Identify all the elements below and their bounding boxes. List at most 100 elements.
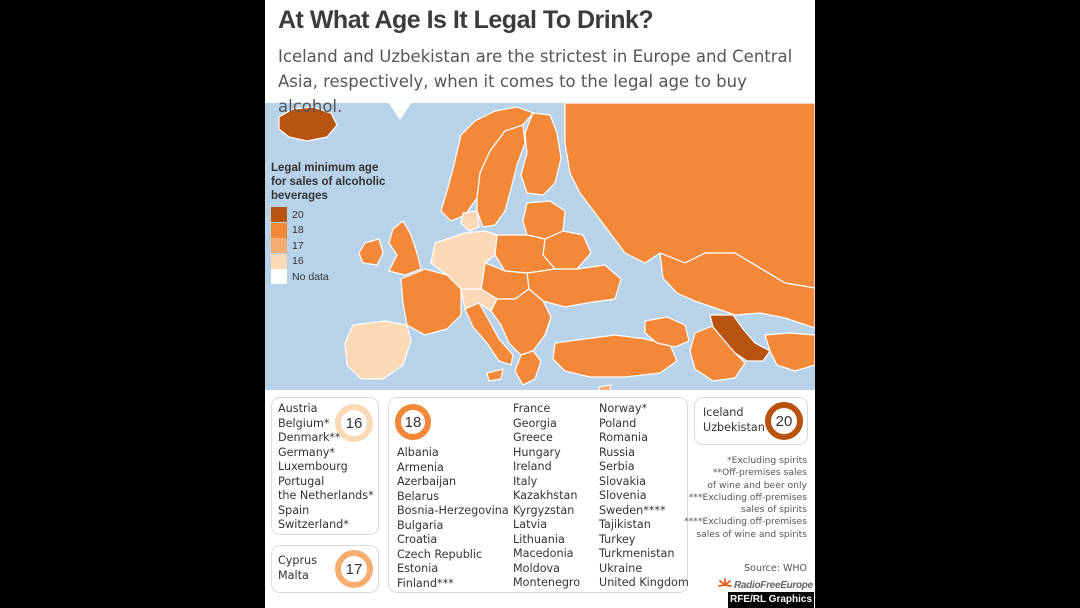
list-item: Hungary <box>513 445 561 459</box>
list-item: Iceland <box>703 406 744 419</box>
map: Legal minimum age for sales of alcoholic… <box>265 103 815 400</box>
list-item: Norway* <box>599 402 648 415</box>
list-item: Ukraine <box>599 561 643 575</box>
list-item: Bulgaria <box>397 518 444 532</box>
footnote-line: *Excluding spirits <box>727 455 807 466</box>
list-item: Turkey <box>599 532 636 546</box>
list-item: Croatia <box>397 533 438 546</box>
region-ireland <box>358 238 384 266</box>
region-kazakhstan <box>659 252 815 329</box>
legend-label-no-data: No data <box>292 270 329 283</box>
group-20-list: Iceland Uzbekistan <box>703 406 765 435</box>
list-item: Poland <box>599 416 637 430</box>
list-item: Estonia <box>397 562 439 575</box>
list-item: Turkmenistan <box>599 547 675 560</box>
age-20-badge: 20 <box>765 402 803 440</box>
header-pointer <box>388 102 412 120</box>
list-item: Belarus <box>397 489 440 503</box>
list-item: Cyprus <box>278 554 318 567</box>
list-item: Finland*** <box>397 576 454 590</box>
infographic-panel: Legal minimum age for sales of alcoholic… <box>265 0 815 608</box>
list-item: Kyrgyzstan <box>513 503 575 517</box>
list-item: Romania <box>599 431 648 444</box>
group-18-col3: Norway* Poland Romania Russia Serbia Slo… <box>599 402 689 591</box>
legend-item-18: 18 <box>271 222 396 238</box>
list-item: Slovakia <box>599 474 646 488</box>
legend-swatch-17 <box>271 238 287 253</box>
list-item: Moldova <box>513 561 561 575</box>
legend-item-17: 17 <box>271 238 396 253</box>
footnote-line: ***Excluding off-premises <box>688 491 807 503</box>
list-item: Georgia <box>513 416 557 430</box>
list-item: Malta <box>278 568 309 582</box>
list-item: Bosnia-Herzegovina <box>397 504 509 517</box>
footnotes: *Excluding spirits **Off-premises sales … <box>684 455 807 541</box>
list-item: United Kingdom <box>599 576 689 589</box>
age-17-badge: 17 <box>335 550 373 588</box>
list-item: Greece <box>513 431 553 444</box>
list-item: Latvia <box>513 518 548 531</box>
region-finland <box>520 112 562 196</box>
legend-swatch-16 <box>271 253 287 269</box>
region-kyrgyz-tajik <box>764 332 815 372</box>
legend-swatch-no-data <box>271 269 287 284</box>
legend-item-16: 16 <box>271 253 396 269</box>
footnote-line: of wine and beer only <box>707 479 807 491</box>
list-item: Slovenia <box>599 489 647 502</box>
age-18-badge: 18 <box>395 404 431 440</box>
list-item: Germany* <box>278 445 336 459</box>
region-germany-benelux <box>430 230 498 290</box>
page-title: At What Age Is It Legal To Drink? <box>278 6 654 34</box>
list-item: Sweden**** <box>599 503 666 517</box>
group-16-list: Austria Belgium* Denmark** Germany* Luxe… <box>278 402 374 533</box>
logo-text: RadioFreeEurope <box>734 579 813 591</box>
list-item: Azerbaijan <box>397 475 457 488</box>
legend-item-no-data: No data <box>271 269 396 284</box>
list-item: Russia <box>599 445 635 459</box>
age-16-badge: 16 <box>335 404 373 442</box>
region-turkey <box>552 334 678 378</box>
region-sicily <box>486 368 504 382</box>
list-item: Italy <box>513 474 538 488</box>
footnote-line: sales of spirits <box>741 504 807 516</box>
footnote-line: **Off-premises sales <box>712 467 807 479</box>
group-20-box: Iceland Uzbekistan 20 <box>694 397 808 445</box>
region-poland <box>494 234 556 274</box>
legend-label-18: 18 <box>292 224 304 236</box>
region-iberia <box>344 320 412 380</box>
group-18-col1: Albania Armenia Azerbaijan Belarus Bosni… <box>397 446 509 591</box>
europe-map <box>278 103 815 394</box>
list-item: Uzbekistan <box>703 420 765 434</box>
region-italy <box>464 302 514 366</box>
group-17-box: Cyprus Malta 17 <box>271 545 379 593</box>
group-16-box: Austria Belgium* Denmark** Germany* Luxe… <box>271 397 379 535</box>
legend-swatch-20 <box>271 207 287 222</box>
map-legend: Legal minimum age for sales of alcoholic… <box>271 161 396 285</box>
footnote-line: ****Excluding off-premises <box>684 516 807 528</box>
region-balkans <box>490 288 552 356</box>
list-item: Albania <box>397 446 439 459</box>
region-iceland <box>278 106 338 142</box>
list-item: Macedonia <box>513 547 574 560</box>
legend-label-17: 17 <box>292 239 304 252</box>
region-sweden <box>476 124 526 228</box>
list-item: Tajikistan <box>599 518 651 531</box>
rfe-logo: RadioFreeEurope <box>718 578 813 592</box>
list-item: Switzerland* <box>278 518 349 531</box>
list-item: Austria <box>278 402 318 415</box>
legend-label-16: 16 <box>292 255 304 267</box>
group-18-col2: France Georgia Greece Hungary Ireland It… <box>513 402 580 591</box>
legend-label-20: 20 <box>292 208 304 221</box>
region-uzbekistan <box>709 314 771 362</box>
region-greece <box>514 350 542 386</box>
footnote-line: sales of wine and spirits <box>696 528 807 540</box>
list-item: France <box>513 402 551 415</box>
list-item: Portugal <box>278 474 325 488</box>
region-caucasus <box>644 316 690 348</box>
group-18-box: 18 Albania Armenia Azerbaijan Belarus Bo… <box>388 397 689 593</box>
sunburst-icon <box>718 578 732 587</box>
legend-item-20: 20 <box>271 207 396 222</box>
region-denmark <box>460 210 480 232</box>
region-uk <box>388 220 422 276</box>
header: At What Age Is It Legal To Drink? Icelan… <box>265 0 815 116</box>
